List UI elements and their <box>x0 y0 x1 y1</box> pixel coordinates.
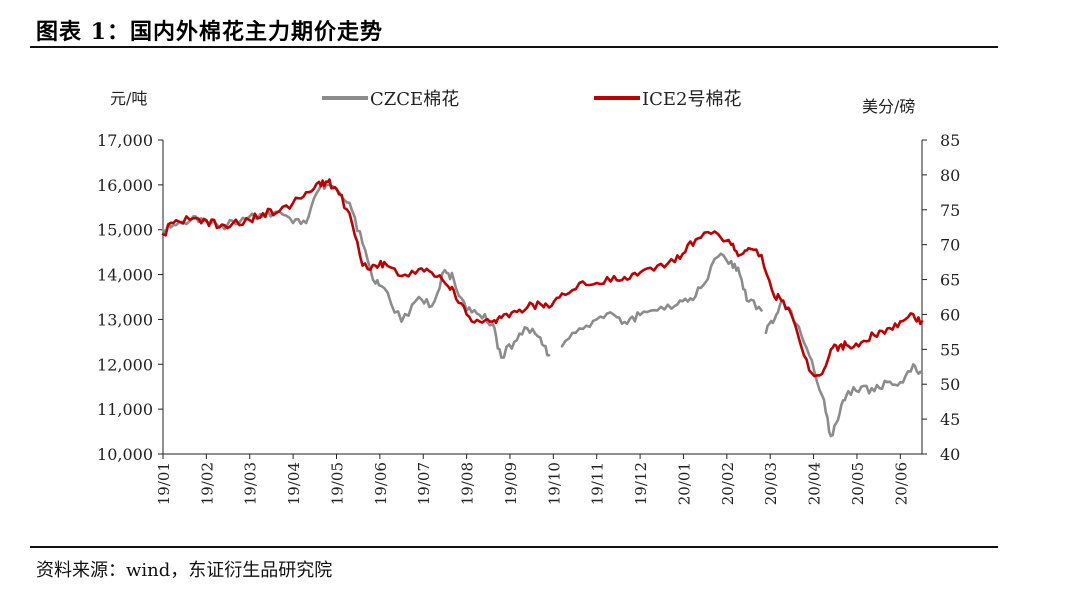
x-tick-label: 20/01 <box>675 462 693 505</box>
legend-czce-label: CZCE棉花 <box>370 89 459 110</box>
top-rule <box>30 46 998 48</box>
x-tick-label: 19/09 <box>502 462 520 505</box>
series-line-czce <box>161 182 551 359</box>
y-left-tick-label: 13,000 <box>97 310 153 329</box>
x-tick-label: 20/05 <box>849 462 867 505</box>
chart-title: 图表 1：国内外棉花主力期价走势 <box>36 19 383 45</box>
y-right-tick-label: 80 <box>940 166 960 185</box>
bottom-rule <box>30 546 998 548</box>
y-left-tick-label: 17,000 <box>97 131 153 150</box>
y-left-tick-label: 15,000 <box>97 221 153 240</box>
y-right-tick-label: 50 <box>940 375 960 394</box>
y-left-tick-label: 16,000 <box>97 176 153 195</box>
chart-legend: CZCE棉花 ICE2号棉花 <box>322 89 741 110</box>
series-line-czce <box>764 299 924 438</box>
y-right-tick-label: 65 <box>940 271 960 290</box>
x-tick-label: 19/03 <box>242 462 260 505</box>
y-right-tick-label: 70 <box>940 236 960 255</box>
y-right-tick-label: 40 <box>940 445 960 464</box>
y-left-tick-label: 10,000 <box>97 445 153 464</box>
x-tick-label: 19/01 <box>155 462 173 505</box>
source-note: 资料来源：wind，东证衍生品研究院 <box>36 560 333 581</box>
y-left-unit-label: 元/吨 <box>110 89 147 108</box>
legend-ice-label: ICE2号棉花 <box>642 89 741 110</box>
y-right-tick-label: 85 <box>940 131 960 150</box>
x-tick-label: 19/04 <box>285 462 303 505</box>
x-tick-label: 19/08 <box>459 462 477 505</box>
series-line-czce <box>560 252 763 348</box>
series-line-ice <box>161 178 924 378</box>
x-tick-label: 19/12 <box>632 462 650 505</box>
y-left-tick-label: 12,000 <box>97 355 153 374</box>
x-tick-label: 19/10 <box>545 462 563 505</box>
y-right-tick-label: 75 <box>940 201 960 220</box>
y-right-tick-label: 55 <box>940 340 960 359</box>
y-right-tick-label: 60 <box>940 305 960 324</box>
y-right-unit-label: 美分/磅 <box>862 97 915 116</box>
x-tick-label: 19/07 <box>415 462 433 505</box>
x-tick-label: 20/06 <box>892 462 910 505</box>
x-tick-label: 20/04 <box>806 462 824 505</box>
chart-lines <box>161 178 924 438</box>
x-tick-label: 19/05 <box>328 462 346 505</box>
x-tick-label: 19/06 <box>372 462 390 505</box>
x-tick-label: 20/03 <box>762 462 780 505</box>
y-left-tick-label: 11,000 <box>97 400 153 419</box>
x-tick-label: 19/11 <box>589 462 607 505</box>
chart-axes: 17,000 16,000 15,000 14,000 13,000 12,000 11,0… <box>97 89 960 505</box>
y-left-tick-label: 14,000 <box>97 266 153 285</box>
y-right-tick-label: 45 <box>940 410 960 429</box>
x-tick-label: 20/02 <box>719 462 737 505</box>
x-tick-label: 19/02 <box>198 462 216 505</box>
